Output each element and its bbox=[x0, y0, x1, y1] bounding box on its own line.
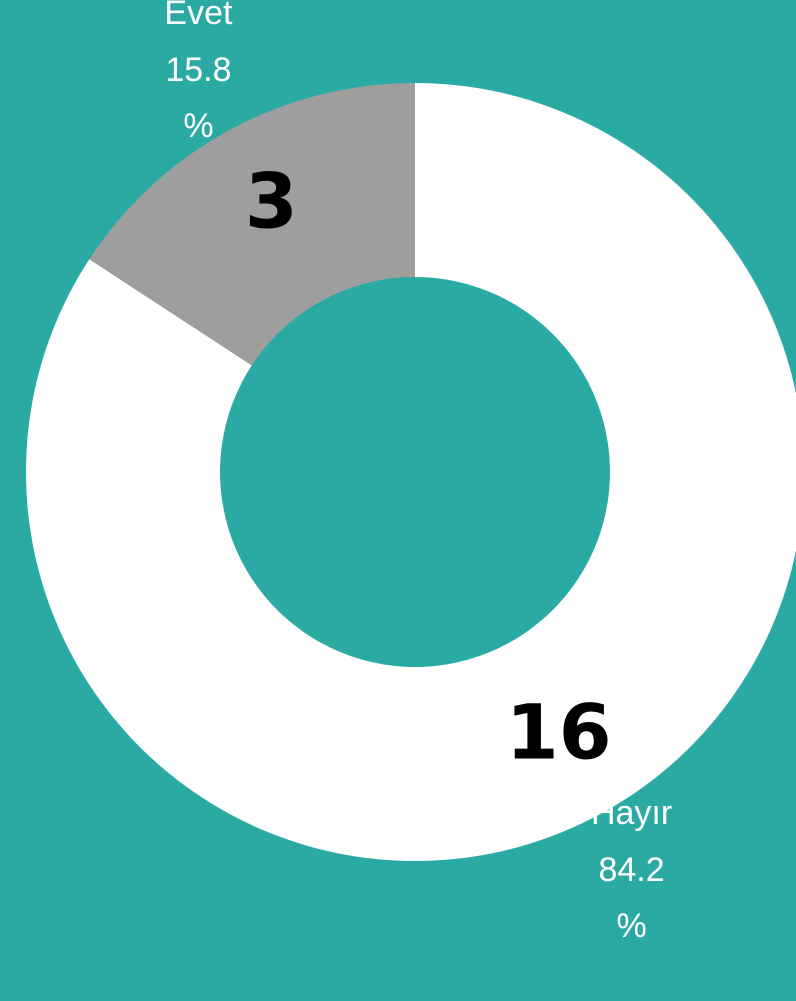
category-label: Hayır bbox=[591, 794, 672, 832]
slice-label: Hayır 84.2% bbox=[591, 794, 672, 945]
value-label: 3 bbox=[245, 156, 298, 245]
slice-label: Evet 15.8% bbox=[164, 0, 233, 145]
category-label: Evet bbox=[164, 0, 233, 32]
percent-label: 15.8% bbox=[165, 51, 231, 145]
percent-label: 84.2% bbox=[598, 851, 664, 945]
donut-slice bbox=[26, 83, 796, 861]
donut-slice bbox=[89, 83, 416, 366]
donut-hole bbox=[220, 277, 610, 667]
value-label: 16 bbox=[506, 688, 612, 777]
